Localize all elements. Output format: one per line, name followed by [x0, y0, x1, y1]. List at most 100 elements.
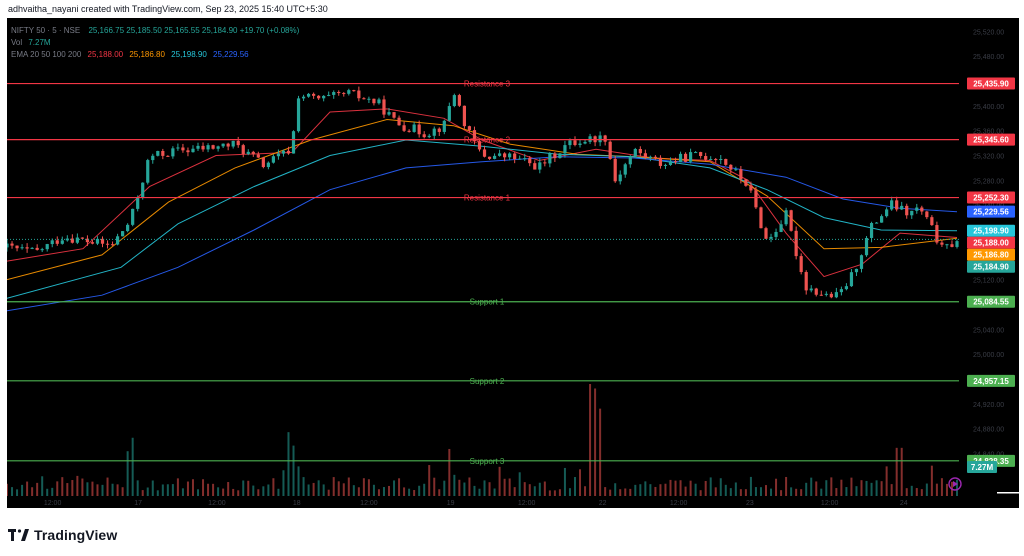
candle-body — [312, 93, 316, 96]
candle-body — [880, 216, 884, 223]
volume-bar — [367, 479, 370, 496]
price-axis-tick-label: 25,360.00 — [973, 129, 1004, 136]
volume-bar — [277, 488, 280, 496]
volume-bar — [116, 484, 119, 496]
candle-body — [467, 126, 472, 131]
candle-body — [573, 140, 577, 145]
volume-bar — [433, 477, 436, 496]
replay-icon[interactable] — [948, 477, 962, 491]
level-price-tag-label: 25,435.90 — [973, 80, 1009, 89]
candle-body — [40, 249, 44, 251]
volume-bar — [664, 483, 667, 496]
volume-bar — [548, 490, 551, 496]
volume-bar — [166, 484, 169, 496]
time-axis-label: 19 — [447, 500, 455, 507]
candle-body — [322, 95, 326, 99]
volume-bar — [689, 480, 692, 496]
volume-bar — [870, 482, 873, 496]
candle-body — [487, 156, 492, 159]
volume-bar — [508, 478, 511, 496]
volume-bar — [890, 484, 893, 496]
legend-ema-label: EMA 20 50 100 200 — [11, 50, 82, 59]
candle-body — [246, 151, 250, 154]
volume-bar — [473, 485, 476, 496]
candle-body — [719, 158, 723, 160]
price-axis-tick-label: 24,920.00 — [973, 402, 1004, 409]
volume-bar — [528, 484, 531, 496]
volume-bar — [659, 484, 662, 496]
candle-body — [694, 152, 698, 154]
chart-panel[interactable]: 25,520.0025,480.0025,440.0025,400.0025,3… — [7, 18, 1019, 508]
candle-body — [387, 112, 391, 115]
candle-body — [50, 240, 54, 245]
volume-bar — [810, 477, 813, 496]
chart-svg[interactable]: 25,520.0025,480.0025,440.0025,400.0025,3… — [7, 18, 1019, 508]
volume-bar — [388, 485, 391, 496]
volume-bar — [584, 486, 587, 496]
candle-body — [915, 207, 919, 211]
candle-body — [352, 90, 356, 92]
candle-body — [452, 95, 456, 107]
volume-bar — [945, 483, 948, 496]
candle-body — [799, 256, 803, 273]
time-axis-label: 22 — [599, 500, 607, 507]
candle-body — [236, 140, 240, 146]
volume-bar — [900, 447, 903, 496]
candle-body — [844, 286, 849, 290]
candle-body — [673, 161, 678, 163]
candle-body — [146, 160, 150, 183]
candle-body — [55, 240, 59, 244]
candle-body — [402, 125, 406, 131]
candle-body — [90, 242, 95, 244]
level-price-tag — [967, 295, 1015, 308]
candle-body — [437, 128, 441, 132]
volume-bar — [357, 487, 360, 496]
volume-bar — [418, 485, 421, 496]
volume-bar — [739, 489, 742, 496]
volume-bar — [287, 432, 290, 496]
candle-body — [945, 244, 949, 246]
volume-bar — [41, 476, 44, 496]
volume-bar — [126, 451, 129, 496]
time-axis-label: 12:00 — [670, 500, 688, 507]
candle-body — [412, 124, 416, 132]
volume-bar — [619, 489, 622, 496]
tradingview-logo[interactable]: TradingView — [8, 527, 117, 543]
volume-bar — [589, 384, 592, 496]
candle-body — [613, 158, 617, 182]
volume-bar — [292, 445, 295, 496]
candle-body — [890, 200, 894, 210]
volume-bar — [423, 483, 426, 496]
price-tag-label: 25,198.90 — [973, 227, 1009, 236]
time-axis-label: 23 — [746, 500, 754, 507]
candle-body — [729, 164, 733, 170]
candle-body — [281, 150, 286, 154]
volume-bar — [111, 483, 114, 496]
candle-body — [699, 152, 703, 157]
volume-bar — [222, 488, 225, 496]
volume-bar — [51, 487, 54, 496]
candle-body — [683, 153, 688, 162]
volume-bar — [232, 488, 235, 496]
candle-body — [276, 153, 281, 157]
candle-body — [327, 94, 331, 96]
candle-body — [231, 140, 235, 147]
candle-body — [774, 231, 778, 237]
legend-vol-value: 7.27M — [28, 38, 51, 47]
volume-bar — [207, 483, 210, 496]
candle-body — [744, 179, 748, 186]
volume-bar — [518, 472, 521, 496]
candle-body — [60, 240, 64, 244]
volume-tag — [967, 461, 997, 473]
candle-body — [714, 159, 718, 161]
candle-body — [432, 128, 436, 136]
volume-bar — [352, 485, 355, 496]
candle-body — [829, 293, 833, 298]
candle-body — [503, 153, 507, 158]
candle-body — [518, 158, 522, 160]
volume-bar — [684, 486, 687, 496]
volume-bar — [775, 478, 778, 496]
volume-bar — [61, 477, 64, 496]
volume-bar — [7, 483, 8, 496]
candle-body — [628, 156, 632, 165]
